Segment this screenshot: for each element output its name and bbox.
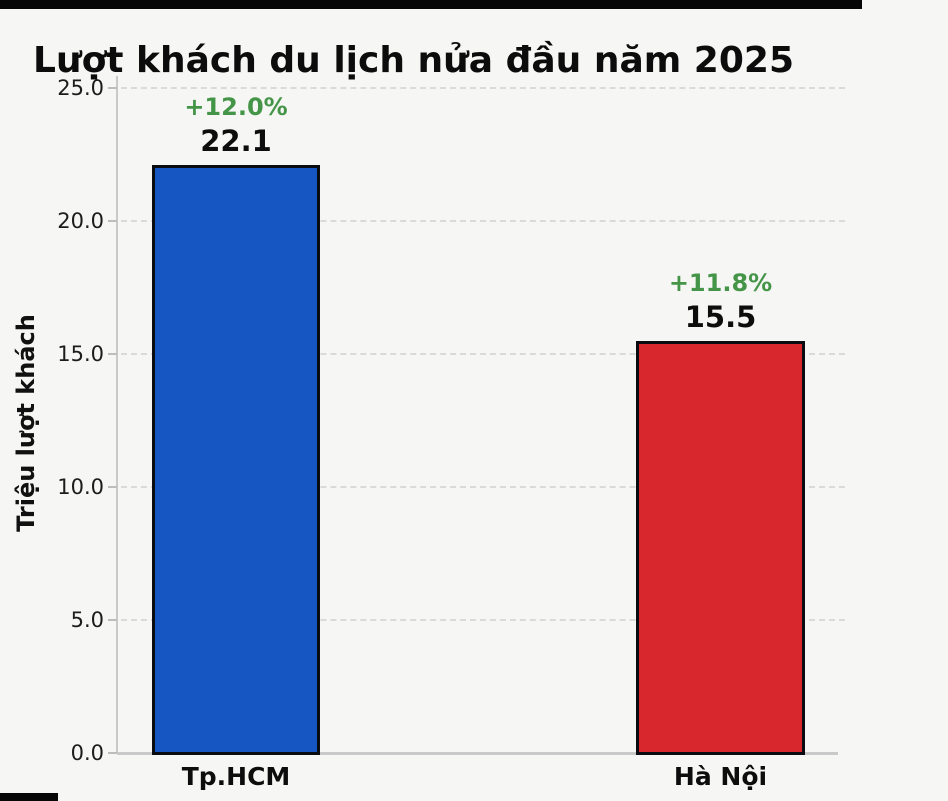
y-tick-label: 15.0 <box>57 342 104 366</box>
gridline <box>121 486 845 488</box>
top-crop-strip <box>0 0 862 9</box>
y-tick-label: 10.0 <box>57 475 104 499</box>
gridline <box>121 87 845 89</box>
y-tick-label: 25.0 <box>57 76 104 100</box>
y-tick-mark <box>108 486 117 488</box>
bar-Tp.HCM <box>152 165 320 755</box>
bar-value-label: 15.5 <box>684 299 757 334</box>
chart-title: Lượt khách du lịch nửa đầu năm 2025 <box>33 40 794 82</box>
bar-Hà Nội <box>636 340 805 755</box>
y-tick-mark <box>108 353 117 355</box>
y-tick-label: 0.0 <box>70 741 104 765</box>
y-tick-mark <box>108 87 117 89</box>
y-tick-mark <box>108 752 117 754</box>
gridline <box>121 220 845 222</box>
y-axis-spine <box>116 76 118 753</box>
x-category-label: Hà Nội <box>673 762 768 791</box>
x-category-label: Tp.HCM <box>181 762 291 791</box>
bar-growth-label: +12.0% <box>184 93 288 122</box>
y-tick-label: 5.0 <box>70 608 104 632</box>
y-tick-label: 20.0 <box>57 209 104 233</box>
y-tick-mark <box>108 220 117 222</box>
y-tick-mark <box>108 619 117 621</box>
bottom-crop-strip <box>0 793 58 801</box>
gridline <box>121 619 845 621</box>
gridline <box>121 353 845 355</box>
bar-value-label: 22.1 <box>200 124 272 159</box>
bar-growth-label: +11.8% <box>668 268 773 297</box>
x-axis-line <box>117 752 838 755</box>
